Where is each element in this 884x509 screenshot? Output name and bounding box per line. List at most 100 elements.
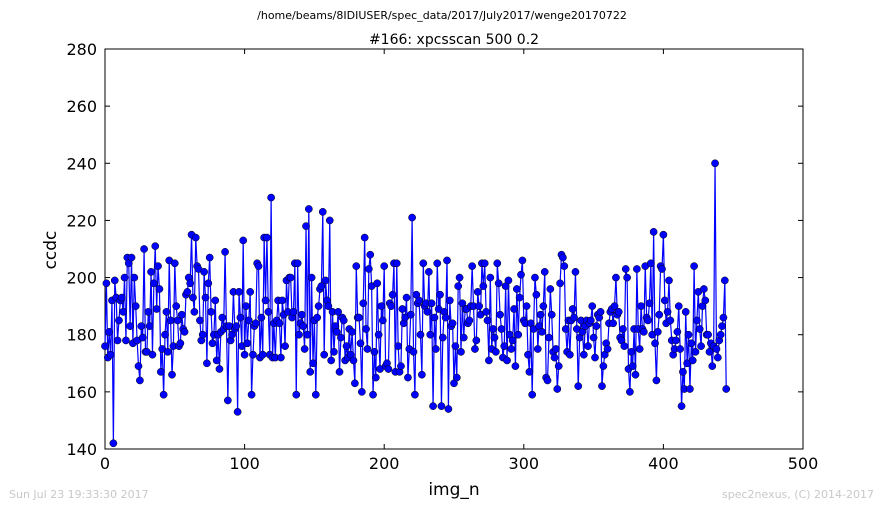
data-point — [321, 276, 330, 285]
data-point — [614, 308, 623, 316]
y-tick-label: 220 — [66, 211, 97, 230]
data-point — [297, 310, 306, 319]
data-point — [339, 316, 348, 325]
data-point — [507, 345, 516, 353]
x-tick-label: 200 — [369, 454, 400, 473]
data-point — [127, 253, 136, 262]
data-point — [406, 310, 415, 319]
data-point — [263, 233, 271, 242]
data-point — [658, 265, 666, 273]
data-point — [243, 339, 252, 348]
data-point — [232, 322, 241, 330]
data-point — [480, 259, 489, 268]
data-point — [303, 330, 312, 339]
data-point — [500, 342, 509, 350]
data-point — [681, 308, 690, 316]
data-point — [716, 330, 725, 339]
data-point — [355, 313, 363, 322]
data-point — [574, 382, 583, 390]
data-point — [659, 230, 668, 239]
data-point — [131, 302, 140, 310]
data-point — [655, 310, 664, 319]
data-point — [388, 290, 397, 299]
data-point — [444, 405, 453, 413]
data-point — [705, 348, 714, 356]
data-point — [140, 245, 148, 253]
data-point — [528, 390, 537, 399]
data-point — [113, 336, 122, 345]
data-point — [317, 282, 326, 290]
data-point — [546, 285, 555, 293]
data-point — [560, 262, 569, 270]
data-point — [330, 348, 338, 356]
data-point — [349, 356, 358, 365]
data-point — [674, 302, 683, 310]
data-point — [371, 373, 380, 382]
data-point — [568, 305, 577, 313]
data-point — [679, 368, 687, 376]
data-point — [159, 390, 168, 399]
data-point — [190, 308, 199, 316]
data-point — [156, 368, 165, 376]
data-point — [531, 273, 539, 282]
data-point — [150, 279, 158, 288]
data-point — [489, 325, 497, 333]
data-point — [436, 290, 444, 299]
data-point — [198, 330, 207, 339]
data-point — [472, 336, 481, 345]
data-point — [525, 368, 534, 376]
data-point — [251, 319, 260, 328]
data-point — [224, 396, 232, 405]
data-point — [105, 328, 114, 336]
data-point — [504, 276, 513, 285]
data-point — [358, 388, 366, 396]
data-point — [126, 322, 134, 330]
data-point — [200, 268, 208, 276]
data-point — [708, 362, 717, 370]
data-point — [676, 345, 685, 353]
data-point — [257, 313, 266, 322]
data-point — [620, 342, 629, 350]
data-point — [718, 322, 726, 330]
data-point — [360, 233, 369, 242]
data-point — [387, 302, 396, 310]
data-point — [441, 313, 450, 322]
data-point — [191, 233, 200, 242]
data-point — [369, 390, 377, 399]
data-point — [327, 356, 335, 365]
data-point — [109, 439, 118, 448]
data-point — [645, 299, 654, 308]
data-point — [545, 333, 553, 342]
data-point — [166, 316, 175, 325]
data-point — [293, 259, 302, 268]
data-point — [359, 299, 368, 308]
data-point — [475, 302, 483, 310]
data-point — [286, 273, 295, 282]
data-point — [334, 308, 342, 316]
data-point — [281, 342, 289, 350]
data-point — [518, 256, 527, 265]
data-point — [236, 313, 245, 322]
data-point — [591, 353, 599, 362]
data-point — [677, 402, 686, 410]
data-point — [130, 273, 139, 282]
data-point — [302, 222, 310, 230]
data-point — [673, 328, 682, 336]
data-point — [492, 348, 500, 356]
data-point — [512, 285, 521, 293]
data-point — [471, 345, 479, 353]
data-point — [483, 316, 492, 325]
data-point — [144, 308, 153, 316]
data-point — [101, 342, 109, 350]
data-point — [423, 308, 432, 316]
data-point — [532, 290, 541, 299]
data-point — [556, 279, 564, 288]
data-point — [180, 328, 189, 336]
data-point — [425, 268, 433, 276]
data-point — [437, 402, 446, 410]
data-point — [701, 296, 710, 305]
data-point — [300, 345, 309, 353]
data-point — [240, 350, 249, 359]
data-point — [482, 308, 490, 316]
data-point — [183, 288, 192, 296]
